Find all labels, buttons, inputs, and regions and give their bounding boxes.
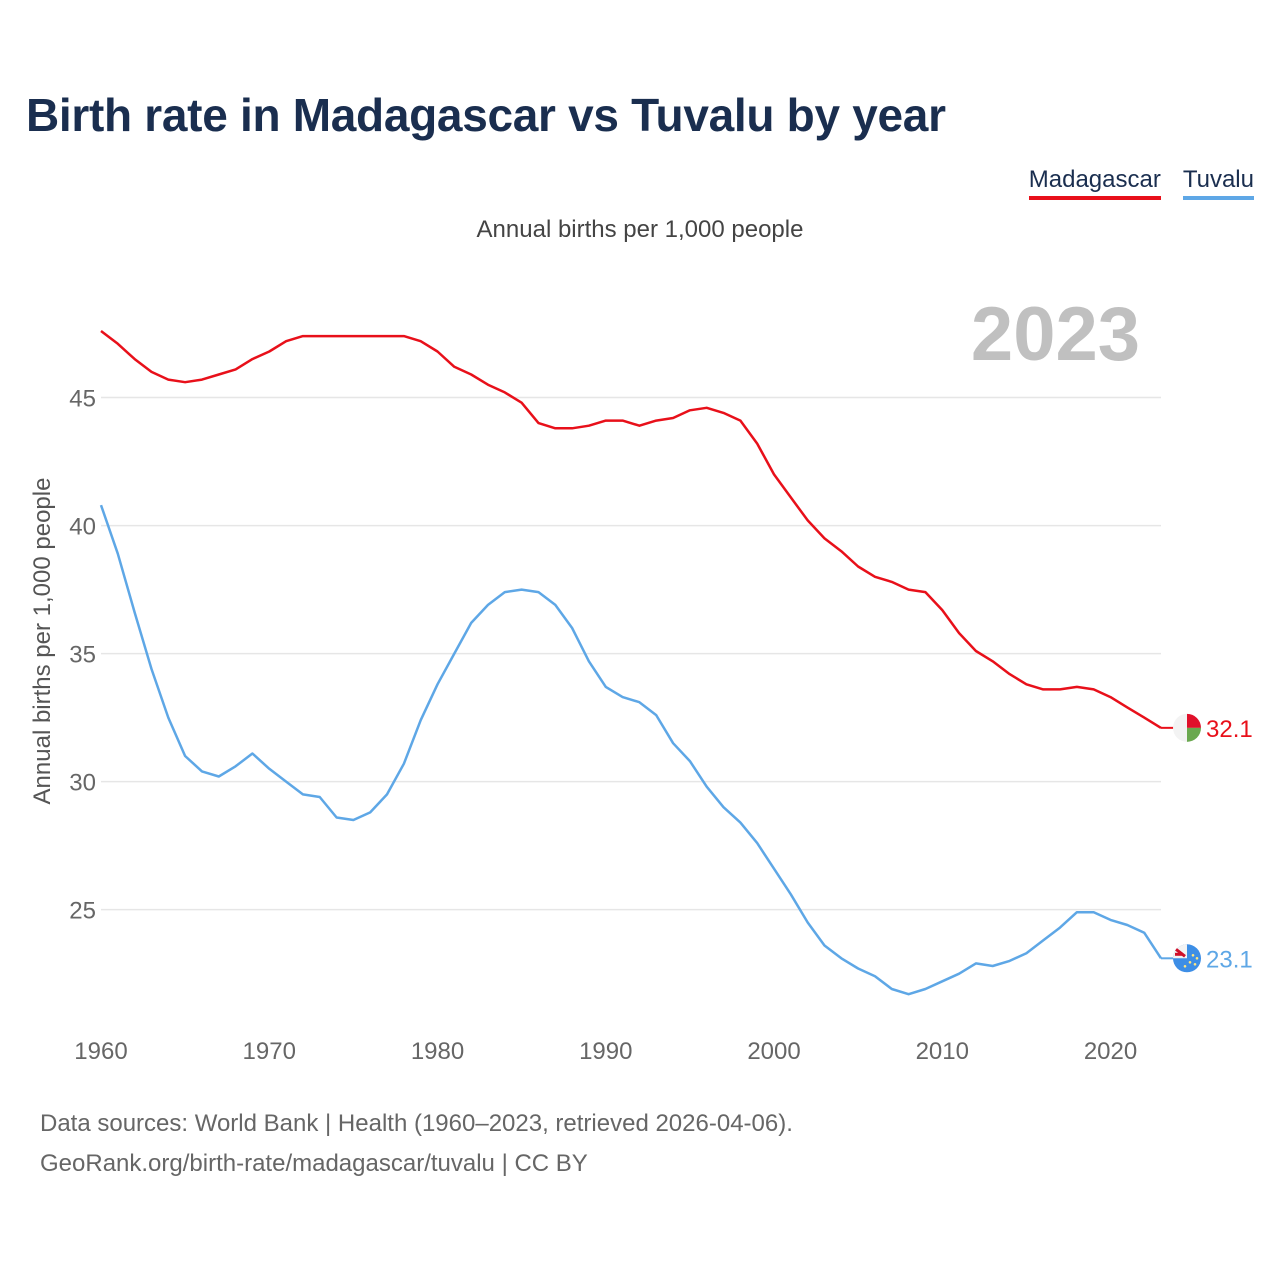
series-line-tuvalu[interactable]	[99, 504, 1163, 996]
y-tick-label: 45	[69, 386, 96, 413]
series-end-markers: 32.1 23.1	[1161, 713, 1253, 973]
y-axis-title: Annual births per 1,000 people	[29, 478, 56, 805]
x-tick-label: 1970	[243, 1038, 296, 1065]
legend-item-madagascar[interactable]: Madagascar	[1028, 166, 1161, 200]
legend-item-tuvalu[interactable]: Tuvalu	[1182, 166, 1254, 200]
x-tick-label: 2010	[916, 1038, 969, 1065]
chart-title: Birth rate in Madagascar vs Tuvalu by ye…	[26, 89, 946, 141]
end-value-label-tuvalu: 23.1	[1206, 946, 1253, 973]
x-tick-label: 2020	[1084, 1038, 1137, 1065]
y-tick-label: 40	[69, 514, 96, 541]
y-tick-label: 35	[69, 642, 96, 669]
flag-icon-tuvalu	[1173, 944, 1201, 973]
end-value-label-madagascar: 32.1	[1206, 716, 1253, 743]
legend: Madagascar Tuvalu	[1028, 166, 1254, 200]
source-line-1: Data sources: World Bank | Health (1960–…	[40, 1110, 793, 1137]
y-tick-label: 30	[69, 770, 96, 797]
x-tick-label: 2000	[747, 1038, 800, 1065]
source-note: Data sources: World Bank | Health (1960–…	[40, 1104, 793, 1184]
source-line-2[interactable]: GeoRank.org/birth-rate/madagascar/tuvalu…	[40, 1150, 588, 1177]
flag-icon-madagascar	[1173, 713, 1201, 742]
y-axis-ticks: 25 30 35 40 45	[69, 386, 96, 925]
x-axis-ticks: 1960 1970 1980 1990 2000 2010 2020	[74, 1038, 1137, 1065]
chart-subtitle: Annual births per 1,000 people	[476, 216, 804, 243]
gridlines	[101, 396, 1161, 911]
x-tick-label: 1990	[579, 1038, 632, 1065]
y-tick-label: 25	[69, 898, 96, 925]
series-lines	[99, 330, 1163, 996]
current-year-label: 2023	[971, 292, 1140, 377]
x-tick-label: 1960	[74, 1038, 127, 1065]
series-line-madagascar[interactable]	[100, 330, 1162, 729]
x-tick-label: 1980	[411, 1038, 464, 1065]
